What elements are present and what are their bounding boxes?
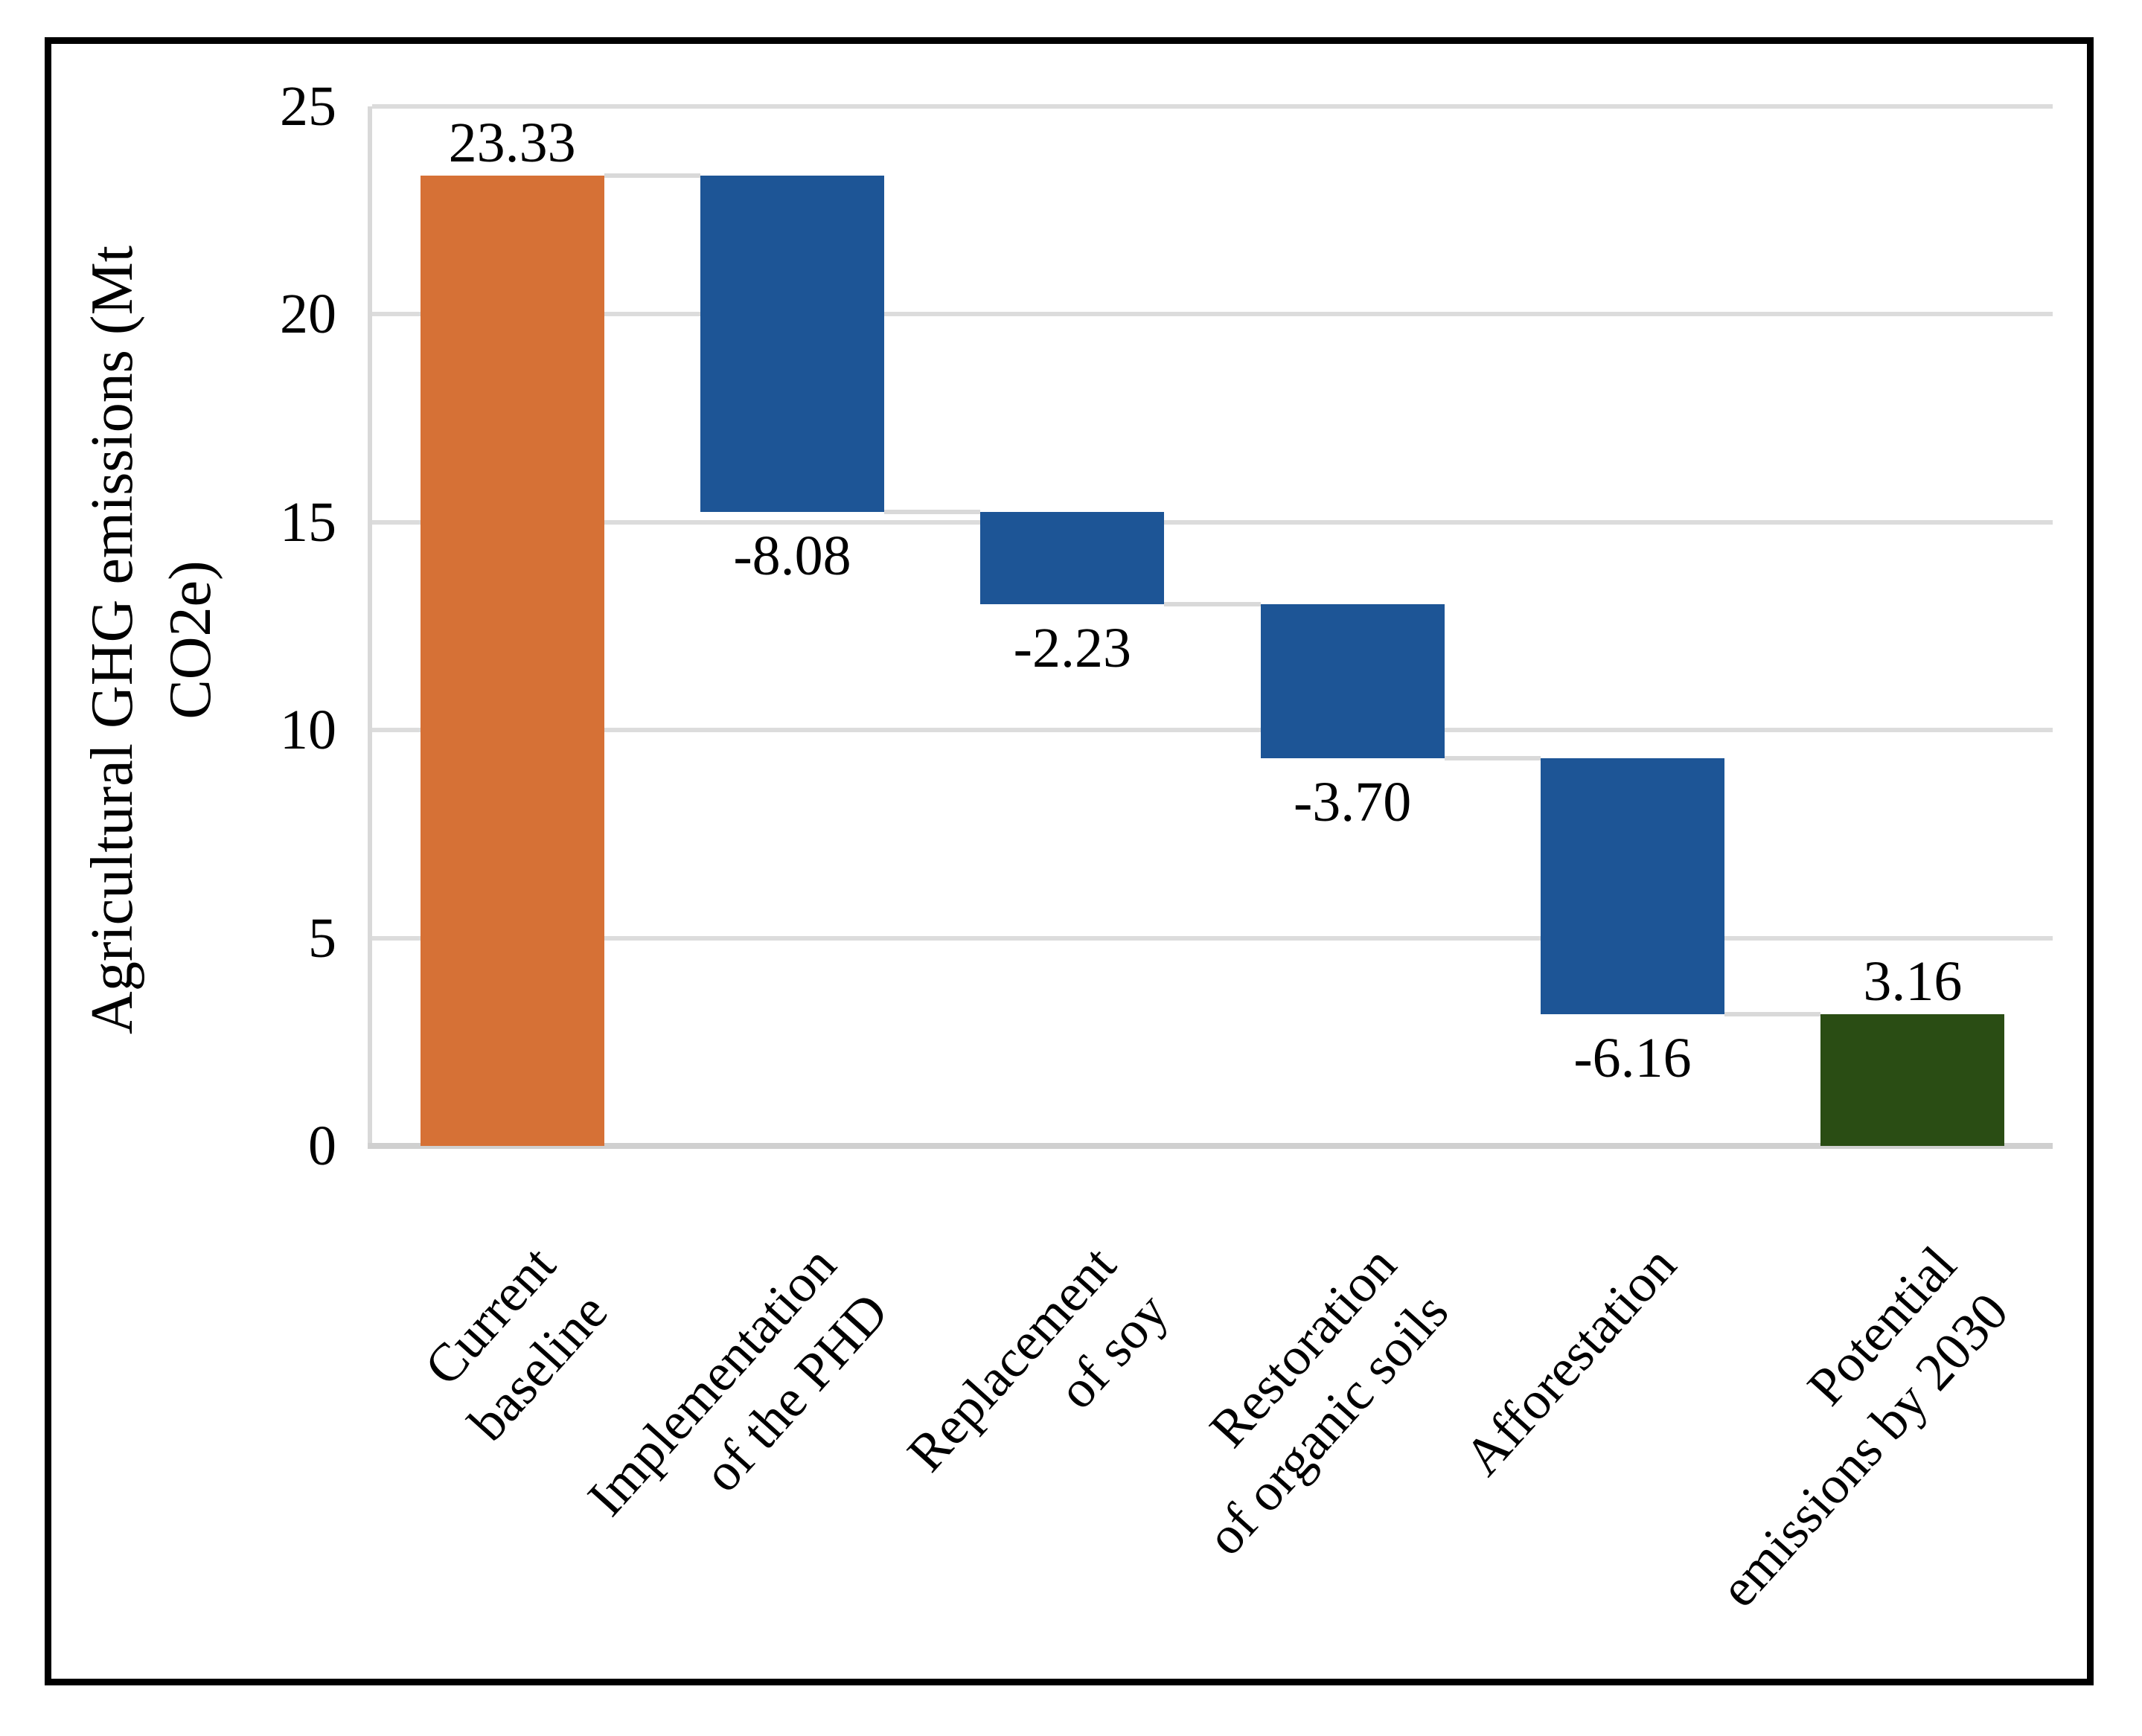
- bar-value-label: 3.16: [1863, 950, 1963, 1013]
- y-tick-label: 20: [280, 283, 336, 346]
- gridline: [372, 519, 2053, 525]
- gridline: [372, 728, 2053, 733]
- bar-1-absolute: [420, 176, 604, 1146]
- bar-value-label: -2.23: [1013, 617, 1131, 680]
- bar-3-delta: [980, 511, 1165, 605]
- y-tick-label: 5: [308, 906, 336, 970]
- bar-value-label: 23.33: [448, 112, 576, 175]
- bar-4-delta: [1260, 604, 1445, 759]
- figure-border: [45, 37, 2094, 1685]
- gridline: [372, 312, 2053, 317]
- bar-value-label: -3.70: [1294, 771, 1412, 834]
- y-tick-label: 15: [280, 490, 336, 554]
- bar-value-label: -8.08: [733, 524, 851, 587]
- bar-value-label: -6.16: [1573, 1027, 1692, 1090]
- y-tick-label: 0: [308, 1115, 336, 1177]
- waterfall-connector: [884, 509, 981, 514]
- gridline: [372, 104, 2053, 109]
- bar-2-delta: [700, 176, 884, 512]
- bar-6-total: [1820, 1014, 2005, 1146]
- plot-area: 23.33 -8.08 -2.23 -3.70 -6.16 3.16: [368, 104, 2053, 1149]
- y-tick-label: 25: [280, 75, 336, 138]
- waterfall-connector: [1164, 602, 1261, 607]
- gridline: [372, 935, 2053, 941]
- bar-5-delta: [1541, 758, 1724, 1015]
- y-tick-label: 10: [280, 699, 336, 762]
- x-axis-line: [368, 1143, 2053, 1149]
- waterfall-connector: [1724, 1012, 1821, 1017]
- waterfall-connector: [604, 173, 700, 179]
- waterfall-connector: [1444, 756, 1541, 761]
